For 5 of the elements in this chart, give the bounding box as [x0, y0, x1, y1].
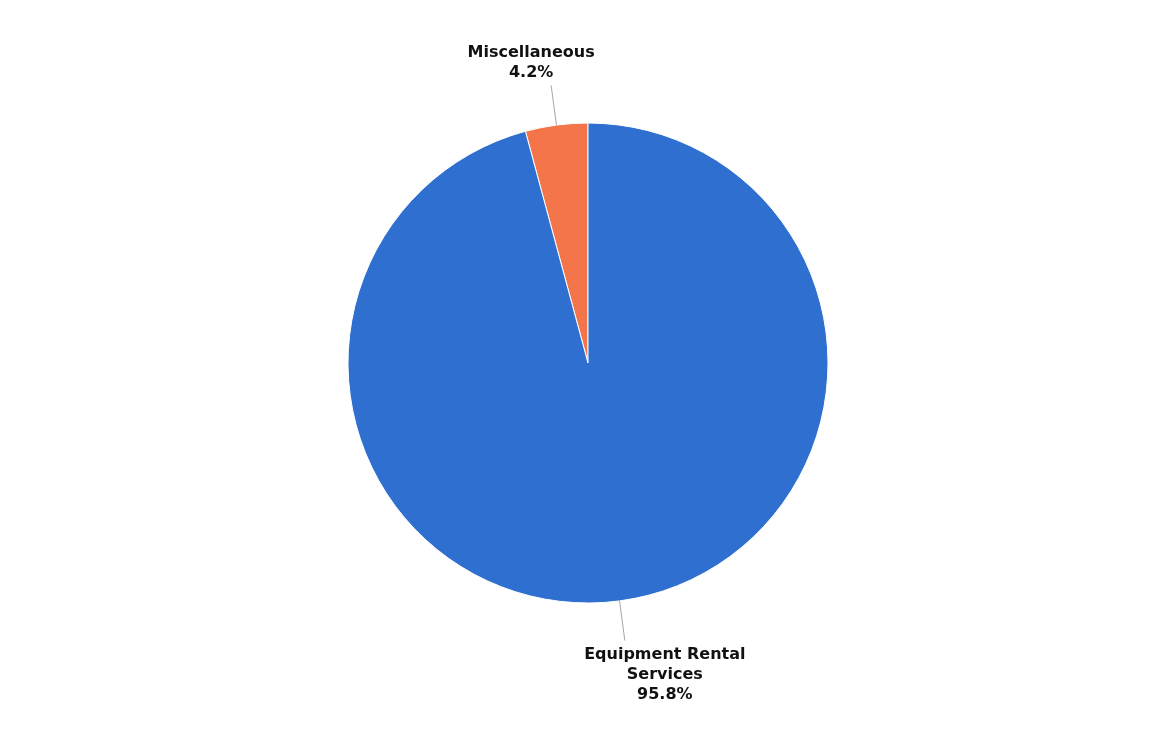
slice-label: Miscellaneous [467, 42, 595, 62]
pie-slice [347, 122, 829, 604]
data-label: 4.2% [508, 62, 554, 82]
data-label: 95.8% [637, 683, 693, 703]
slice-label: Equipment Rental Services [584, 643, 746, 683]
